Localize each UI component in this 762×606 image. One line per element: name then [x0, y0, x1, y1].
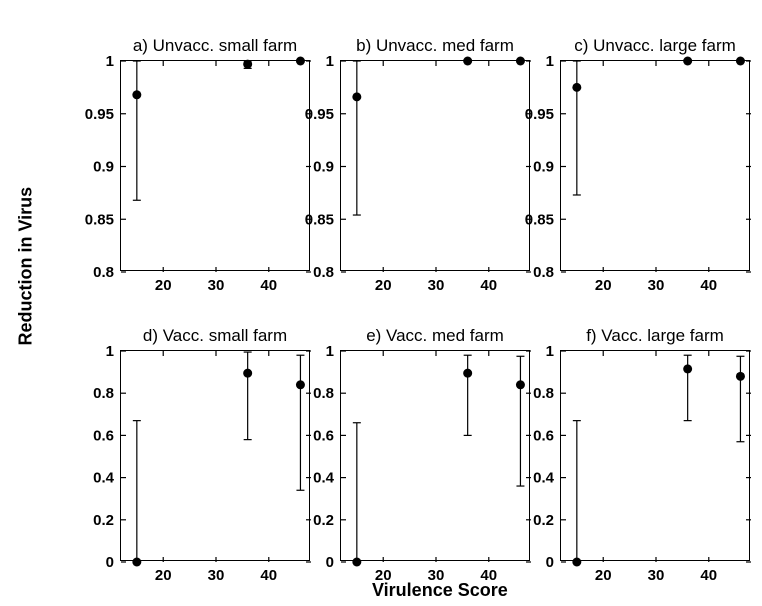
y-tick-label: 1 [546, 53, 554, 70]
y-tick-label: 0.95 [305, 106, 334, 123]
y-tick-label: 0.85 [85, 211, 114, 228]
y-tick-label: 0.6 [533, 427, 554, 444]
y-tick-label: 1 [106, 53, 114, 70]
data-point [683, 364, 692, 373]
y-tick-label: 0.2 [533, 512, 554, 529]
data-point [463, 57, 472, 66]
y-tick-label: 0 [546, 554, 554, 571]
data-point [132, 558, 141, 567]
y-tick-label: 0.6 [313, 427, 334, 444]
y-tick-label: 0.2 [93, 512, 114, 529]
x-tick-label: 20 [375, 567, 392, 584]
panel-title: b) Unvacc. med farm [335, 36, 535, 56]
data-point [352, 92, 361, 101]
y-tick-label: 0.9 [313, 159, 334, 176]
data-point [132, 90, 141, 99]
data-point [243, 369, 252, 378]
y-tick-label: 1 [106, 343, 114, 360]
y-tick-label: 0.8 [533, 385, 554, 402]
y-tick-label: 0.4 [533, 470, 555, 487]
y-tick-label: 0.4 [313, 470, 335, 487]
panel-title: e) Vacc. med farm [335, 326, 535, 346]
y-axis-label: Reduction in Virus [16, 266, 37, 346]
data-point [516, 380, 525, 389]
y-tick-label: 0.8 [93, 385, 114, 402]
y-tick-label: 0.8 [313, 264, 334, 281]
y-tick-label: 0.95 [85, 106, 114, 123]
x-tick-label: 20 [155, 277, 172, 294]
panel-e: 20304000.20.40.60.81 [340, 350, 530, 561]
y-tick-label: 0.8 [533, 264, 554, 281]
y-tick-label: 0.9 [93, 159, 114, 176]
x-tick-label: 40 [260, 277, 277, 294]
y-tick-label: 0.85 [305, 211, 334, 228]
data-point [516, 57, 525, 66]
y-tick-label: 0.85 [525, 211, 554, 228]
y-tick-label: 0 [326, 554, 334, 571]
x-tick-label: 30 [208, 277, 225, 294]
y-tick-label: 1 [326, 53, 334, 70]
data-point [296, 57, 305, 66]
x-tick-label: 40 [260, 567, 277, 584]
x-tick-label: 20 [375, 277, 392, 294]
panel-a: 2030400.80.850.90.951 [120, 60, 310, 271]
x-tick-label: 40 [480, 277, 497, 294]
panel-title: d) Vacc. small farm [115, 326, 315, 346]
data-point [243, 60, 252, 69]
panel-f: 20304000.20.40.60.81 [560, 350, 750, 561]
x-tick-label: 20 [595, 277, 612, 294]
y-tick-label: 0.9 [533, 159, 554, 176]
x-tick-label: 30 [428, 567, 445, 584]
panel-c: 2030400.80.850.90.951 [560, 60, 750, 271]
data-point [572, 558, 581, 567]
y-tick-label: 0.4 [93, 470, 115, 487]
y-tick-label: 0.6 [93, 427, 114, 444]
x-tick-label: 30 [208, 567, 225, 584]
panel-title: f) Vacc. large farm [555, 326, 755, 346]
x-tick-label: 40 [700, 277, 717, 294]
panel-b: 2030400.80.850.90.951 [340, 60, 530, 271]
panel-title: a) Unvacc. small farm [115, 36, 315, 56]
x-tick-label: 30 [648, 567, 665, 584]
data-point [296, 380, 305, 389]
data-point [463, 369, 472, 378]
x-tick-label: 30 [648, 277, 665, 294]
x-tick-label: 40 [480, 567, 497, 584]
y-tick-label: 0 [106, 554, 114, 571]
x-tick-label: 20 [595, 567, 612, 584]
x-tick-label: 40 [700, 567, 717, 584]
y-tick-label: 0.2 [313, 512, 334, 529]
data-point [572, 83, 581, 92]
y-tick-label: 0.95 [525, 106, 554, 123]
x-tick-label: 30 [428, 277, 445, 294]
panel-title: c) Unvacc. large farm [555, 36, 755, 56]
figure: Reduction in Virus Virulence Score a) Un… [0, 0, 762, 606]
data-point [683, 57, 692, 66]
data-point [736, 372, 745, 381]
panel-d: 20304000.20.40.60.81 [120, 350, 310, 561]
y-tick-label: 0.8 [93, 264, 114, 281]
y-tick-label: 1 [546, 343, 554, 360]
data-point [352, 558, 361, 567]
x-tick-label: 20 [155, 567, 172, 584]
data-point [736, 57, 745, 66]
y-tick-label: 0.8 [313, 385, 334, 402]
y-tick-label: 1 [326, 343, 334, 360]
